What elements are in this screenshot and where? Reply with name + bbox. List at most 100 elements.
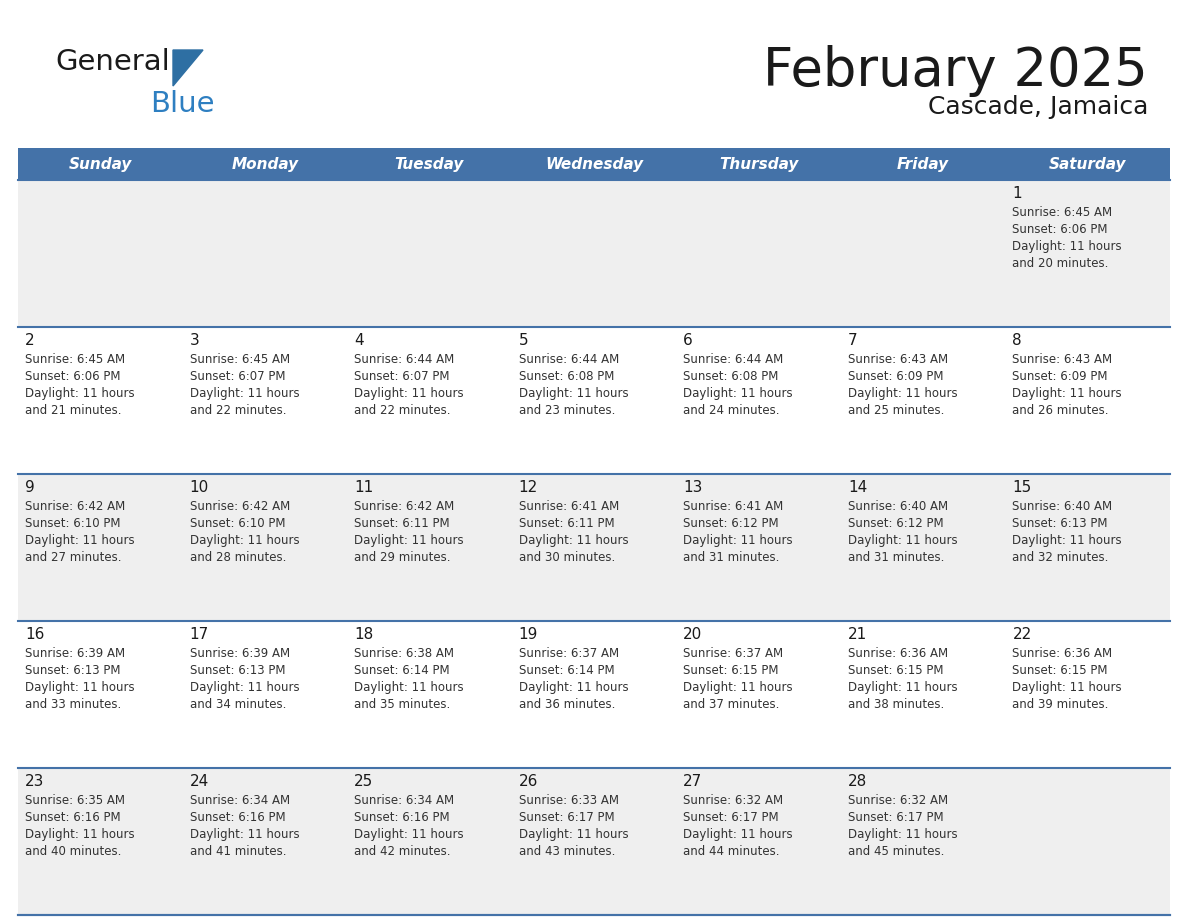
Text: Sunset: 6:10 PM: Sunset: 6:10 PM bbox=[190, 517, 285, 530]
Text: Sunset: 6:14 PM: Sunset: 6:14 PM bbox=[519, 664, 614, 677]
Text: Sunset: 6:11 PM: Sunset: 6:11 PM bbox=[354, 517, 450, 530]
Text: Friday: Friday bbox=[897, 156, 949, 172]
Text: Sunset: 6:15 PM: Sunset: 6:15 PM bbox=[848, 664, 943, 677]
Text: Sunset: 6:06 PM: Sunset: 6:06 PM bbox=[25, 370, 120, 383]
Bar bbox=[18, 148, 183, 180]
Bar bbox=[18, 474, 1170, 621]
Text: 19: 19 bbox=[519, 627, 538, 642]
Text: Sunrise: 6:42 AM: Sunrise: 6:42 AM bbox=[190, 500, 290, 513]
Text: Daylight: 11 hours: Daylight: 11 hours bbox=[25, 828, 134, 841]
Text: Sunset: 6:10 PM: Sunset: 6:10 PM bbox=[25, 517, 120, 530]
Text: Sunset: 6:08 PM: Sunset: 6:08 PM bbox=[683, 370, 778, 383]
Text: Daylight: 11 hours: Daylight: 11 hours bbox=[1012, 534, 1121, 547]
Text: Sunrise: 6:45 AM: Sunrise: 6:45 AM bbox=[25, 353, 125, 366]
Text: 27: 27 bbox=[683, 774, 702, 789]
Text: and 34 minutes.: and 34 minutes. bbox=[190, 698, 286, 711]
Text: and 21 minutes.: and 21 minutes. bbox=[25, 404, 121, 417]
Text: Sunrise: 6:40 AM: Sunrise: 6:40 AM bbox=[848, 500, 948, 513]
Text: 7: 7 bbox=[848, 333, 858, 348]
Text: Sunset: 6:08 PM: Sunset: 6:08 PM bbox=[519, 370, 614, 383]
Text: Sunset: 6:13 PM: Sunset: 6:13 PM bbox=[1012, 517, 1108, 530]
Text: and 28 minutes.: and 28 minutes. bbox=[190, 551, 286, 564]
Text: and 39 minutes.: and 39 minutes. bbox=[1012, 698, 1108, 711]
Text: Sunrise: 6:36 AM: Sunrise: 6:36 AM bbox=[848, 647, 948, 660]
Text: and 27 minutes.: and 27 minutes. bbox=[25, 551, 121, 564]
Text: 6: 6 bbox=[683, 333, 693, 348]
Text: Sunrise: 6:41 AM: Sunrise: 6:41 AM bbox=[683, 500, 784, 513]
Text: Sunset: 6:13 PM: Sunset: 6:13 PM bbox=[190, 664, 285, 677]
Text: Daylight: 11 hours: Daylight: 11 hours bbox=[683, 681, 792, 694]
Text: and 29 minutes.: and 29 minutes. bbox=[354, 551, 450, 564]
Text: Daylight: 11 hours: Daylight: 11 hours bbox=[683, 387, 792, 400]
Text: Daylight: 11 hours: Daylight: 11 hours bbox=[848, 534, 958, 547]
Bar bbox=[18, 621, 1170, 768]
Text: Sunset: 6:07 PM: Sunset: 6:07 PM bbox=[354, 370, 449, 383]
Text: 21: 21 bbox=[848, 627, 867, 642]
Text: 17: 17 bbox=[190, 627, 209, 642]
Text: 10: 10 bbox=[190, 480, 209, 495]
Text: 25: 25 bbox=[354, 774, 373, 789]
Text: Sunset: 6:16 PM: Sunset: 6:16 PM bbox=[25, 811, 121, 824]
Text: Sunrise: 6:43 AM: Sunrise: 6:43 AM bbox=[848, 353, 948, 366]
Text: Sunrise: 6:34 AM: Sunrise: 6:34 AM bbox=[354, 794, 454, 807]
Text: Thursday: Thursday bbox=[719, 156, 798, 172]
Text: and 45 minutes.: and 45 minutes. bbox=[848, 845, 944, 858]
Text: and 38 minutes.: and 38 minutes. bbox=[848, 698, 944, 711]
Text: and 35 minutes.: and 35 minutes. bbox=[354, 698, 450, 711]
Text: Sunrise: 6:36 AM: Sunrise: 6:36 AM bbox=[1012, 647, 1112, 660]
Text: and 32 minutes.: and 32 minutes. bbox=[1012, 551, 1108, 564]
Text: and 22 minutes.: and 22 minutes. bbox=[354, 404, 450, 417]
Text: Sunrise: 6:37 AM: Sunrise: 6:37 AM bbox=[519, 647, 619, 660]
Text: Sunrise: 6:43 AM: Sunrise: 6:43 AM bbox=[1012, 353, 1112, 366]
Text: General: General bbox=[55, 48, 170, 76]
Text: and 43 minutes.: and 43 minutes. bbox=[519, 845, 615, 858]
Text: Sunrise: 6:32 AM: Sunrise: 6:32 AM bbox=[683, 794, 783, 807]
Text: and 24 minutes.: and 24 minutes. bbox=[683, 404, 779, 417]
Text: and 44 minutes.: and 44 minutes. bbox=[683, 845, 779, 858]
Text: Sunset: 6:13 PM: Sunset: 6:13 PM bbox=[25, 664, 120, 677]
Bar bbox=[183, 148, 347, 180]
Text: Sunrise: 6:44 AM: Sunrise: 6:44 AM bbox=[519, 353, 619, 366]
Text: Sunrise: 6:40 AM: Sunrise: 6:40 AM bbox=[1012, 500, 1112, 513]
Text: and 36 minutes.: and 36 minutes. bbox=[519, 698, 615, 711]
Text: Daylight: 11 hours: Daylight: 11 hours bbox=[1012, 240, 1121, 253]
Text: 8: 8 bbox=[1012, 333, 1022, 348]
Text: 11: 11 bbox=[354, 480, 373, 495]
Text: Daylight: 11 hours: Daylight: 11 hours bbox=[848, 681, 958, 694]
Text: Sunset: 6:16 PM: Sunset: 6:16 PM bbox=[190, 811, 285, 824]
Text: Daylight: 11 hours: Daylight: 11 hours bbox=[1012, 387, 1121, 400]
Text: Sunrise: 6:44 AM: Sunrise: 6:44 AM bbox=[354, 353, 454, 366]
Text: Sunset: 6:09 PM: Sunset: 6:09 PM bbox=[1012, 370, 1108, 383]
Text: Sunrise: 6:32 AM: Sunrise: 6:32 AM bbox=[848, 794, 948, 807]
Text: and 33 minutes.: and 33 minutes. bbox=[25, 698, 121, 711]
Text: Daylight: 11 hours: Daylight: 11 hours bbox=[683, 534, 792, 547]
Text: Daylight: 11 hours: Daylight: 11 hours bbox=[25, 387, 134, 400]
Bar bbox=[1005, 148, 1170, 180]
Text: 3: 3 bbox=[190, 333, 200, 348]
Text: Daylight: 11 hours: Daylight: 11 hours bbox=[683, 828, 792, 841]
Text: Sunset: 6:16 PM: Sunset: 6:16 PM bbox=[354, 811, 450, 824]
Text: Sunset: 6:07 PM: Sunset: 6:07 PM bbox=[190, 370, 285, 383]
Text: Sunrise: 6:44 AM: Sunrise: 6:44 AM bbox=[683, 353, 784, 366]
Text: 22: 22 bbox=[1012, 627, 1031, 642]
Text: Sunset: 6:17 PM: Sunset: 6:17 PM bbox=[683, 811, 779, 824]
Text: Sunrise: 6:37 AM: Sunrise: 6:37 AM bbox=[683, 647, 783, 660]
Text: 2: 2 bbox=[25, 333, 34, 348]
Text: February 2025: February 2025 bbox=[763, 45, 1148, 97]
Text: and 42 minutes.: and 42 minutes. bbox=[354, 845, 450, 858]
Text: Sunset: 6:12 PM: Sunset: 6:12 PM bbox=[683, 517, 779, 530]
Text: 15: 15 bbox=[1012, 480, 1031, 495]
Text: Sunrise: 6:39 AM: Sunrise: 6:39 AM bbox=[190, 647, 290, 660]
Text: Saturday: Saturday bbox=[1049, 156, 1126, 172]
Text: and 41 minutes.: and 41 minutes. bbox=[190, 845, 286, 858]
Bar bbox=[18, 180, 1170, 327]
Text: Daylight: 11 hours: Daylight: 11 hours bbox=[519, 681, 628, 694]
Text: 13: 13 bbox=[683, 480, 702, 495]
Text: Sunset: 6:06 PM: Sunset: 6:06 PM bbox=[1012, 223, 1108, 236]
Text: and 26 minutes.: and 26 minutes. bbox=[1012, 404, 1108, 417]
Text: 4: 4 bbox=[354, 333, 364, 348]
Text: Sunrise: 6:41 AM: Sunrise: 6:41 AM bbox=[519, 500, 619, 513]
Text: Sunrise: 6:45 AM: Sunrise: 6:45 AM bbox=[190, 353, 290, 366]
Text: Daylight: 11 hours: Daylight: 11 hours bbox=[25, 681, 134, 694]
Text: and 37 minutes.: and 37 minutes. bbox=[683, 698, 779, 711]
